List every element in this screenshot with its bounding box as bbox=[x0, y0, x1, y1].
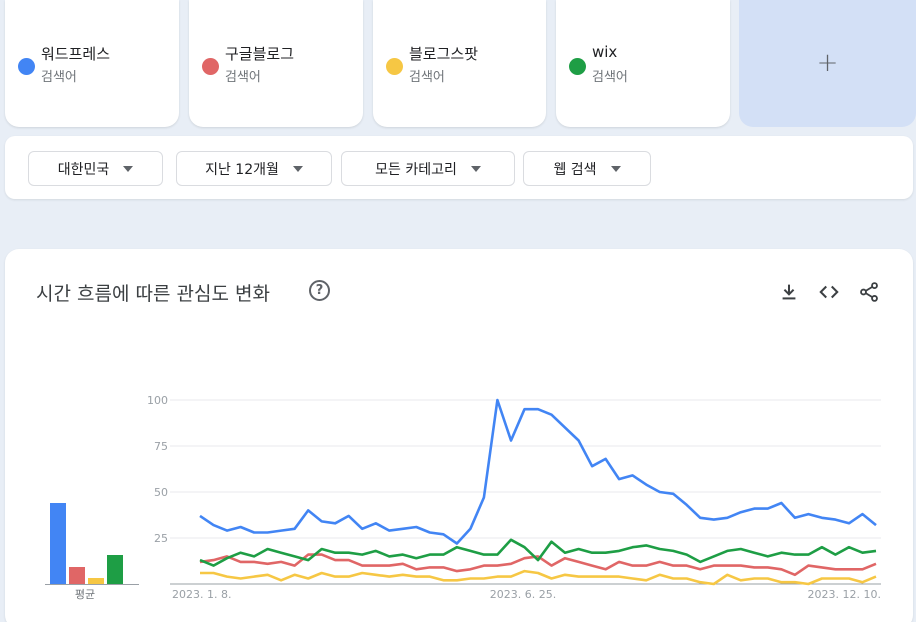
download-icon[interactable] bbox=[778, 281, 800, 303]
caret-down-icon bbox=[123, 165, 134, 172]
caret-down-icon bbox=[610, 165, 621, 172]
plus-icon: + bbox=[816, 48, 839, 78]
average-bar-4[interactable] bbox=[107, 554, 123, 584]
x-tick-label: 2023. 6. 25. bbox=[490, 588, 556, 601]
average-axis-line bbox=[45, 584, 139, 585]
series-color-dot bbox=[386, 58, 403, 75]
y-tick-label: 100 bbox=[147, 394, 168, 407]
average-label: 평균 bbox=[74, 588, 96, 601]
average-bar-2[interactable] bbox=[69, 567, 85, 584]
average-bar-1[interactable] bbox=[50, 503, 66, 584]
term-name[interactable]: 블로그스팟 bbox=[409, 45, 479, 63]
category-filter[interactable]: 모든 카테고리 bbox=[341, 151, 515, 186]
term-name[interactable]: 워드프레스 bbox=[41, 45, 111, 63]
series-color-dot bbox=[202, 58, 219, 75]
period-filter[interactable]: 지난 12개월 bbox=[176, 151, 332, 186]
series-line-2[interactable] bbox=[199, 553, 877, 577]
help-icon[interactable]: ? bbox=[309, 280, 330, 301]
series-line-3[interactable] bbox=[200, 569, 877, 586]
y-tick-label: 25 bbox=[154, 532, 168, 545]
caret-down-icon bbox=[470, 165, 481, 172]
x-tick-label: 2023. 1. 8. bbox=[172, 588, 231, 601]
x-tick-label: 2023. 12. 10. bbox=[808, 588, 881, 601]
interest-over-time-card: 시간 흐름에 따른 관심도 변화 ? 평균 100 75 50 25 2023. 1. … bbox=[5, 249, 913, 622]
search-type-filter[interactable]: 웹 검색 bbox=[523, 151, 651, 186]
chart-title: 시간 흐름에 따른 관심도 변화 bbox=[36, 283, 270, 305]
term-type: 검색어 bbox=[41, 70, 77, 85]
series-color-dot bbox=[569, 58, 586, 75]
average-bar-3[interactable] bbox=[88, 578, 104, 584]
add-comparison-button[interactable]: + bbox=[739, 0, 916, 127]
line-chart: 100 75 50 25 2023. 1. 8. 2023. 6. 25. 2023. 12… bbox=[147, 394, 881, 601]
series-line-1[interactable] bbox=[199, 398, 877, 545]
category-filter-label: 모든 카테고리 bbox=[375, 161, 457, 178]
filter-bar: 대한민국 지난 12개월 모든 카테고리 웹 검색 bbox=[5, 136, 913, 199]
term-name[interactable]: 구글블로그 bbox=[225, 45, 295, 63]
term-name[interactable]: wix bbox=[592, 43, 618, 61]
term-type: 검색어 bbox=[592, 70, 628, 85]
term-type: 검색어 bbox=[409, 70, 445, 85]
y-tick-label: 50 bbox=[154, 486, 168, 499]
period-filter-label: 지난 12개월 bbox=[205, 161, 279, 178]
term-card-google-blog[interactable]: 구글블로그 검색어 bbox=[189, 0, 363, 127]
term-card-wordpress[interactable]: 워드프레스 검색어 bbox=[5, 0, 179, 127]
series-color-dot bbox=[18, 58, 35, 75]
embed-code-icon[interactable] bbox=[818, 281, 840, 303]
region-filter[interactable]: 대한민국 bbox=[28, 151, 163, 186]
y-tick-label: 75 bbox=[154, 440, 168, 453]
share-icon[interactable] bbox=[858, 281, 880, 303]
search-type-filter-label: 웹 검색 bbox=[553, 161, 597, 178]
region-filter-label: 대한민국 bbox=[57, 161, 110, 178]
caret-down-icon bbox=[292, 165, 303, 172]
series-line-4[interactable] bbox=[199, 538, 877, 567]
term-type: 검색어 bbox=[225, 70, 261, 85]
term-card-blogspot[interactable]: 블로그스팟 검색어 bbox=[373, 0, 546, 127]
term-card-wix[interactable]: wix 검색어 bbox=[556, 0, 730, 127]
